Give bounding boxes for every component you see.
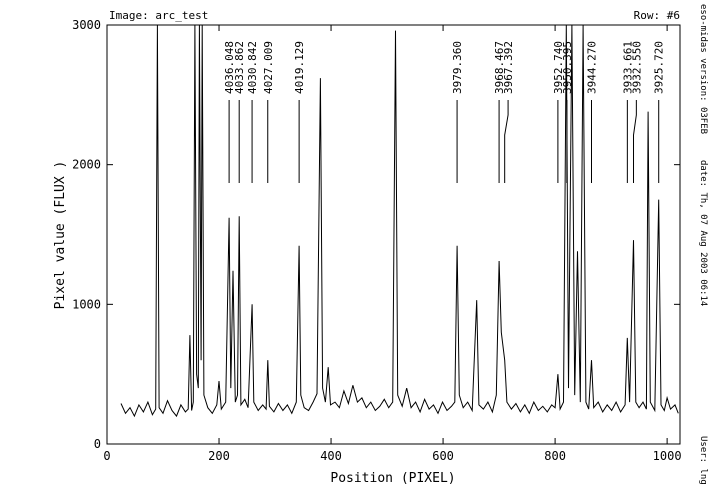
y-tick-label: 3000 bbox=[72, 18, 101, 32]
line-id-label: 4027.009 bbox=[262, 41, 275, 94]
date-text: date: Th, 07 Aug 2003 06:14 bbox=[698, 160, 708, 306]
line-id-label: 3952.740 bbox=[552, 41, 565, 94]
x-axis-label: Position (PIXEL) bbox=[330, 471, 455, 486]
plot-frame bbox=[106, 24, 681, 445]
line-id-label: 4019.129 bbox=[293, 41, 306, 94]
line-marker bbox=[633, 100, 637, 183]
x-tick-label: 600 bbox=[432, 449, 454, 463]
y-axis-label: Pixel value (FLUX ) bbox=[53, 161, 68, 310]
line-id-label: 4033.862 bbox=[233, 41, 246, 94]
line-id-label: 3925.720 bbox=[653, 41, 666, 94]
row-label: Row: #6 bbox=[634, 9, 680, 22]
y-tick-label: 1000 bbox=[72, 297, 101, 311]
x-tick-label: 200 bbox=[208, 449, 230, 463]
line-id-label: 3944.270 bbox=[586, 41, 599, 94]
x-tick-label: 1000 bbox=[653, 449, 682, 463]
y-tick-label: 0 bbox=[94, 437, 101, 451]
line-id-label: 3932.550 bbox=[630, 41, 643, 94]
line-id-label: 3933.661 bbox=[621, 41, 634, 94]
line-id-label: 3968.467 bbox=[493, 41, 506, 94]
x-tick-label: 0 bbox=[103, 449, 110, 463]
spectrum-line bbox=[120, 24, 679, 418]
line-id-label: 3979.360 bbox=[451, 41, 464, 94]
y-tick-label: 2000 bbox=[72, 158, 101, 172]
x-tick-label: 800 bbox=[544, 449, 566, 463]
line-id-label: 4030.842 bbox=[246, 41, 259, 94]
line-marker bbox=[504, 100, 509, 183]
chart-title: Image: arc_test bbox=[109, 9, 208, 22]
x-tick-label: 400 bbox=[320, 449, 342, 463]
version-text: eso-midas version: 03FEB bbox=[698, 4, 708, 134]
user-text: User: lng bbox=[698, 436, 708, 485]
line-id-label: 4036.048 bbox=[223, 41, 236, 94]
line-id-label: 3967.392 bbox=[502, 41, 515, 94]
line-id-label: 3950.395 bbox=[561, 41, 574, 94]
